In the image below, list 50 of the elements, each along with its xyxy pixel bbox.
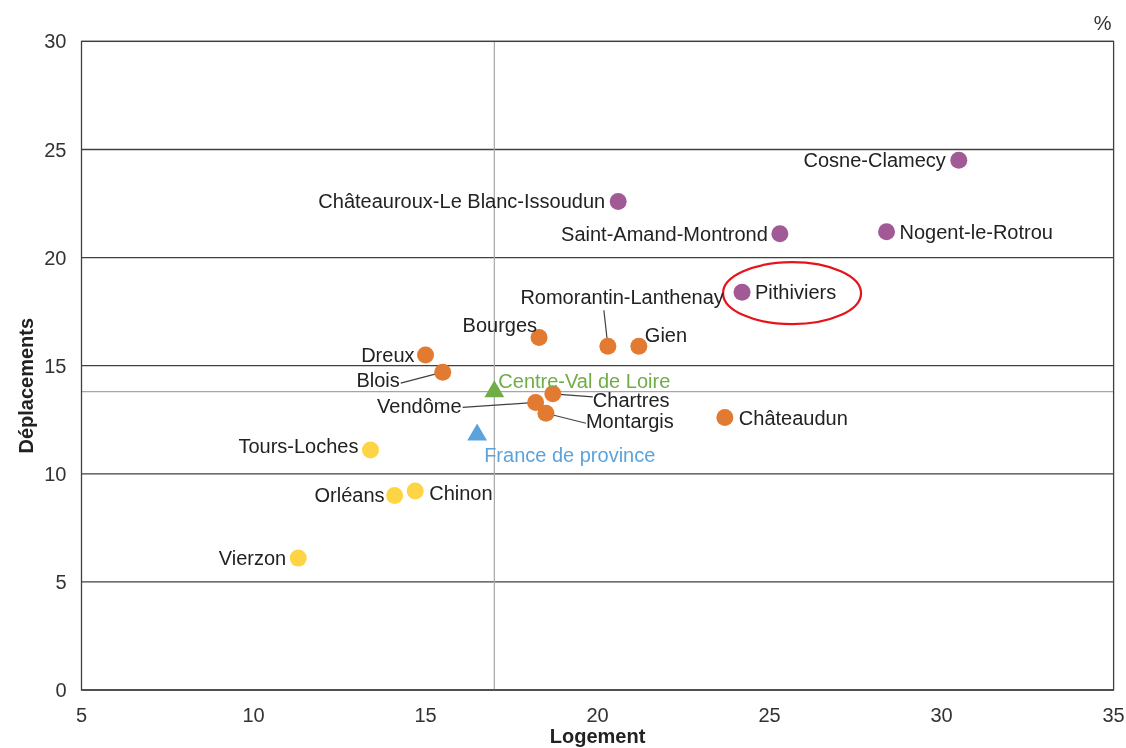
annotation: Saint-Amand-Montrond <box>561 222 768 245</box>
point <box>417 346 435 364</box>
x-tick-label: 10 <box>242 704 265 726</box>
annotation: Romorantin-Lanthenay <box>520 286 724 309</box>
y-tick-label: 0 <box>55 679 67 701</box>
point <box>537 404 555 422</box>
point <box>527 393 545 411</box>
y-tick-label: 5 <box>55 570 67 593</box>
point <box>386 486 404 504</box>
y-tick-label: 25 <box>44 138 67 161</box>
point <box>771 225 789 243</box>
x-tick-label: 30 <box>930 704 953 726</box>
annotation: Pithiviers <box>755 281 837 304</box>
annotation: Cosne-Clamecy <box>803 149 946 172</box>
annotation: Montargis <box>585 410 674 433</box>
annotation: Châteauroux-Le Blanc-Issoudun <box>318 190 606 213</box>
x-tick-label: 20 <box>586 704 609 726</box>
annotation: Vierzon <box>218 547 287 570</box>
y-tick-label: 10 <box>44 462 67 485</box>
annotation: Chinon <box>429 482 493 505</box>
annotation: Gien <box>644 324 688 347</box>
y-tick-label: 15 <box>44 354 67 377</box>
point <box>716 409 734 427</box>
point <box>599 337 617 355</box>
annotation: Tours-Loches <box>238 435 359 458</box>
x-tick-label: 15 <box>414 704 437 726</box>
text: % <box>1093 12 1112 35</box>
annotation: Blois <box>356 369 400 392</box>
annotation: Nogent-le-Rotrou <box>899 220 1053 243</box>
point <box>950 151 968 169</box>
point <box>609 192 627 210</box>
point <box>289 549 307 567</box>
point <box>733 283 751 301</box>
point <box>434 363 452 381</box>
x-tick-label: 35 <box>1102 704 1125 726</box>
annotation: Dreux <box>361 343 415 366</box>
annotation: Orléans <box>314 484 385 507</box>
point <box>406 482 424 500</box>
y-tick-label: 20 <box>44 246 67 269</box>
y-tick-label: 30 <box>44 30 67 53</box>
x-tick-label: 25 <box>758 704 781 726</box>
annotation: Châteaudun <box>738 406 848 429</box>
series-label: France de province <box>484 443 656 466</box>
point <box>361 441 379 459</box>
x-axis-title: Logement <box>549 725 646 747</box>
y-axis-title: Déplacements <box>15 317 37 454</box>
annotation: Bourges <box>462 313 538 336</box>
x-tick-label: 5 <box>75 704 88 726</box>
annotation: Vendôme <box>377 395 462 418</box>
point <box>878 223 896 241</box>
